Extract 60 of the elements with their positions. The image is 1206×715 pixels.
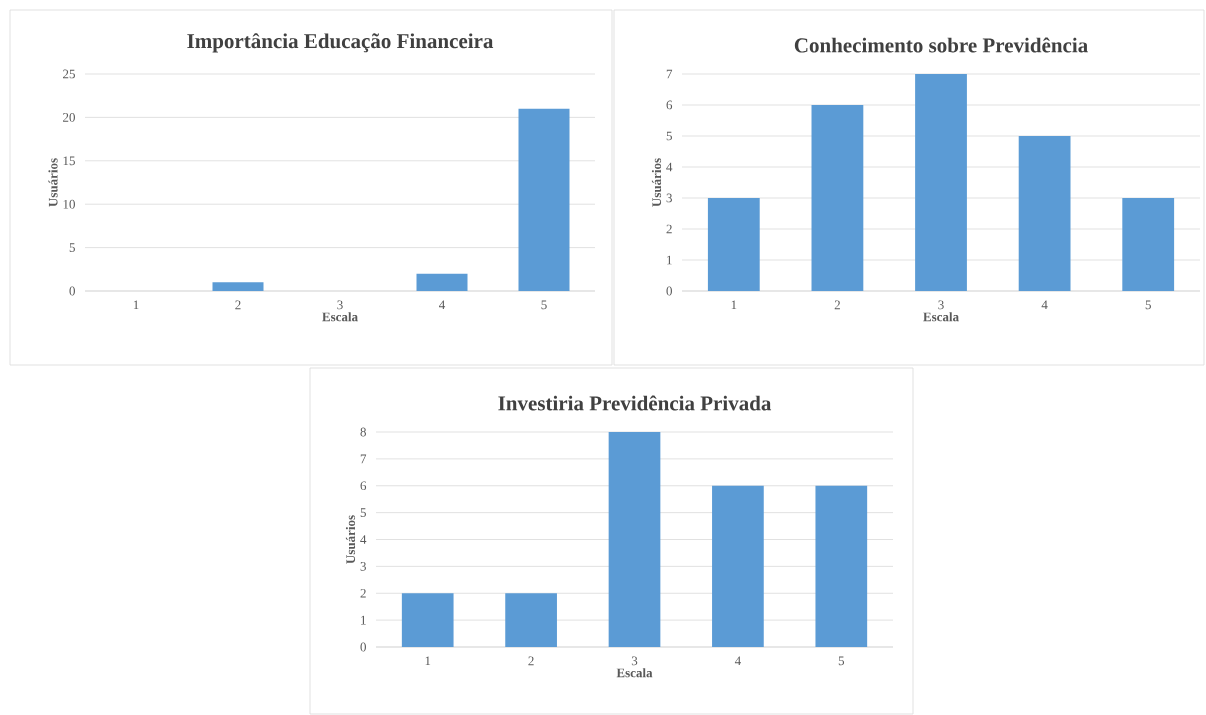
y-tick-label: 2 (360, 588, 366, 598)
y-tick-label: 6 (360, 481, 367, 491)
bar (815, 485, 868, 647)
y-tick-label: 5 (69, 243, 75, 252)
x-axis-title: Escala (616, 668, 653, 678)
x-axis-title: Escala (322, 312, 358, 322)
y-tick-label: 0 (666, 286, 672, 296)
y-tick-label: 7 (360, 454, 367, 464)
x-tick-label: 3 (631, 656, 638, 666)
y-tick-label: 7 (666, 69, 673, 79)
bar (518, 108, 570, 291)
x-tick-label: 2 (528, 656, 534, 666)
chart-title: Importância Educação Financeira (187, 33, 494, 53)
bar (505, 593, 557, 647)
x-tick-label: 5 (838, 656, 845, 666)
x-tick-label: 1 (133, 300, 139, 310)
bar (707, 198, 760, 291)
y-axis-title: Usuários (345, 515, 356, 564)
bar (811, 104, 864, 291)
y-tick-label: 1 (361, 615, 366, 625)
y-tick-label: 4 (666, 162, 673, 172)
chart-title: Investiria Previdência Privada (498, 395, 772, 411)
bar (212, 282, 264, 291)
x-tick-label: 4 (439, 300, 446, 310)
chart-title: Conhecimento sobre Previdência (794, 37, 1088, 53)
bar (1122, 198, 1175, 291)
y-tick-label: 0 (69, 286, 75, 296)
x-tick-label: 3 (938, 300, 944, 310)
x-tick-label: 2 (834, 300, 840, 310)
x-axis-title: Escala (923, 312, 959, 322)
x-tick-label: 1 (731, 300, 737, 310)
y-tick-label: 6 (666, 100, 673, 110)
x-tick-label: 5 (541, 300, 547, 310)
y-tick-label: 0 (360, 642, 366, 652)
y-tick-label: 25 (63, 69, 75, 79)
y-tick-label: 8 (360, 427, 366, 437)
y-axis-title: Usuários (651, 158, 662, 207)
y-tick-label: 2 (666, 224, 672, 234)
y-tick-label: 10 (63, 199, 75, 209)
bar (1018, 136, 1071, 291)
y-tick-label: 4 (360, 535, 367, 544)
y-tick-label: 3 (666, 193, 672, 203)
y-tick-label: 15 (63, 156, 75, 166)
y-tick-label: 1 (667, 255, 672, 265)
x-tick-label: 2 (235, 300, 241, 310)
y-axis-title: Usuários (48, 158, 58, 207)
bar (401, 593, 454, 647)
bar (712, 485, 764, 647)
y-tick-label: 5 (360, 508, 366, 517)
x-tick-label: 5 (1145, 300, 1151, 310)
y-tick-label: 20 (63, 113, 75, 122)
bar (608, 432, 661, 647)
bar (915, 74, 967, 291)
bar (416, 273, 468, 291)
x-tick-label: 4 (1041, 300, 1048, 310)
y-tick-label: 5 (666, 131, 672, 141)
x-tick-label: 3 (337, 300, 343, 310)
x-tick-label: 4 (734, 656, 741, 666)
x-tick-label: 1 (425, 656, 431, 666)
y-tick-label: 3 (360, 562, 366, 571)
